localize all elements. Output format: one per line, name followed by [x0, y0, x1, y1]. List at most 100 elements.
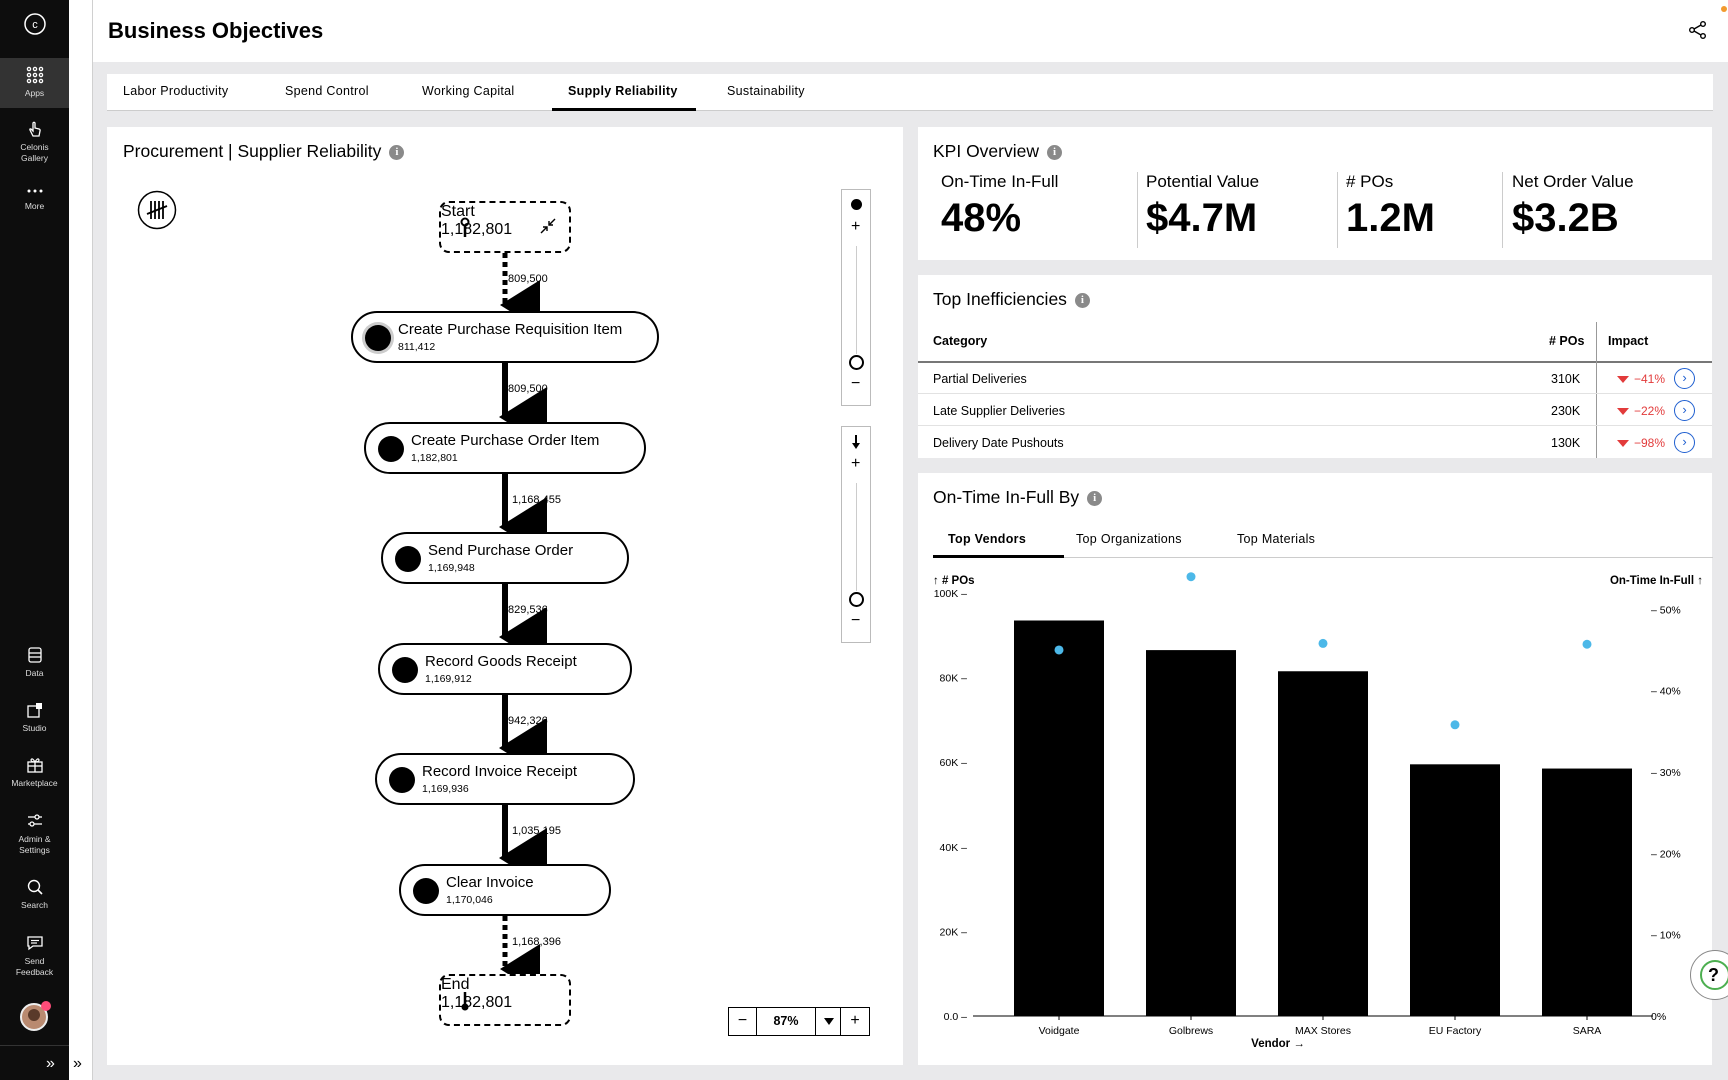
zoom-level[interactable]: 87% [773, 1014, 799, 1028]
tab-labor-productivity[interactable]: Labor Productivity [123, 84, 229, 98]
celonis-logo[interactable]: c [0, 12, 69, 40]
table-column-divider [1596, 322, 1597, 458]
info-icon[interactable]: i [1074, 292, 1090, 308]
sidebar-item-search[interactable]: Search [0, 878, 69, 911]
database-icon [27, 647, 42, 663]
chart-tab-rule [933, 557, 1713, 558]
tab-sustainability[interactable]: Sustainability [727, 84, 805, 98]
chevron-right-icon[interactable]: › [1674, 432, 1695, 453]
x-tick-label: EU Factory [1429, 1025, 1482, 1037]
tab-supply-reliability[interactable]: Supply Reliability [568, 84, 678, 98]
kpi-panel-title: KPI Overview i [933, 141, 1062, 162]
column-header-impact[interactable]: Impact [1608, 334, 1649, 348]
filled-dot-icon [851, 199, 862, 210]
kpi-title-text: KPI Overview [933, 141, 1039, 161]
down-triangle-icon [1617, 440, 1629, 447]
end-node[interactable]: End 1,182,801 [439, 974, 571, 1026]
tab-spend-control[interactable]: Spend Control [285, 84, 369, 98]
edge-label: 829,536 [508, 604, 548, 616]
sidebar-item-label: Apps [24, 88, 45, 98]
sliders-icon [27, 814, 42, 827]
tab-top-materials[interactable]: Top Materials [1237, 532, 1316, 546]
bar [1542, 768, 1632, 1016]
sidebar-item-gallery[interactable]: Celonis Gallery [0, 120, 69, 164]
sidebar-item-data[interactable]: Data [0, 646, 69, 679]
row-impact: −41% [1634, 372, 1666, 386]
avatar-face [28, 1009, 40, 1021]
sidebar-item-label: Send Feedback [15, 956, 54, 977]
zoom-dropdown[interactable] [815, 1008, 841, 1035]
tab-working-capital[interactable]: Working Capital [422, 84, 515, 98]
sidebar-item-marketplace[interactable]: Marketplace [0, 756, 69, 789]
sidebar-item-feedback[interactable]: Send Feedback [0, 934, 69, 978]
kpi-divider [1337, 172, 1338, 248]
avatar[interactable] [20, 1001, 51, 1031]
active-tab-indicator [552, 108, 696, 111]
zoom-in-button[interactable]: + [850, 1012, 860, 1029]
column-header-pos[interactable]: # POs [1549, 334, 1585, 348]
tab-top-organizations[interactable]: Top Organizations [1076, 532, 1182, 546]
sidebar-item-admin[interactable]: Admin & Settings [0, 812, 69, 856]
kpi-value: $3.2B [1512, 196, 1619, 240]
chevron-right-icon[interactable]: › [1674, 400, 1695, 421]
info-icon[interactable]: i [389, 144, 405, 160]
slider-minus-button[interactable]: − [851, 375, 861, 392]
row-pos: 130K [1551, 436, 1581, 450]
activity-node[interactable]: Create Purchase Order Item 1,182,801 [364, 422, 646, 474]
slider-plus-button[interactable]: + [851, 218, 861, 235]
otif-chart: 0.0 – 20K – 40K – 60K – 80K – 100K – 0% – 10% – … [934, 572, 1681, 1037]
activity-node[interactable]: Clear Invoice 1,170,046 [399, 864, 611, 916]
down-triangle-icon [1617, 408, 1629, 415]
collapse-arrows-icon[interactable] [539, 217, 557, 235]
sidebar-item-apps[interactable]: Apps [0, 58, 69, 108]
kpi-value: 48% [941, 196, 1022, 240]
table-header-rule [918, 361, 1712, 363]
info-icon[interactable]: i [1087, 490, 1103, 506]
apps-grid-icon [26, 66, 43, 84]
table-row[interactable]: Delivery Date Pushouts 130K −98% › [918, 427, 1712, 458]
activity-slider[interactable]: + − [841, 189, 871, 406]
activity-label: Create Purchase Order Item [411, 432, 600, 449]
table-row[interactable]: Late Supplier Deliveries 230K −22% › [918, 395, 1712, 426]
chevron-right-icon[interactable]: › [1674, 368, 1695, 389]
expand-panel-icon[interactable]: » [73, 1055, 82, 1072]
slider-handle[interactable] [849, 592, 864, 607]
sidebar-item-label: Studio [22, 723, 47, 733]
left-axis-title: ↑ # POs [933, 575, 975, 587]
y-tick-label: 100K – [934, 588, 967, 600]
zoom-out-button[interactable]: − [729, 1008, 757, 1035]
slider-minus-button[interactable]: − [851, 612, 861, 629]
activity-dot [365, 325, 391, 351]
activity-node[interactable]: Record Invoice Receipt 1,169,936 [375, 753, 635, 805]
collapse-sidebar-icon[interactable]: » [46, 1055, 55, 1072]
sidebar-item-more[interactable]: More [0, 185, 69, 212]
kpi-divider [1137, 172, 1138, 248]
activity-node[interactable]: Send Purchase Order 1,169,948 [381, 532, 629, 584]
activity-node[interactable]: Record Goods Receipt 1,169,912 [378, 643, 632, 695]
otif-point [1186, 572, 1196, 582]
sidebar-divider [0, 1045, 69, 1046]
column-header-category[interactable]: Category [933, 334, 988, 348]
activity-label: Send Purchase Order [428, 542, 574, 559]
row-impact: −98% [1634, 436, 1666, 450]
tab-top-vendors[interactable]: Top Vendors [948, 532, 1027, 546]
slider-handle[interactable] [849, 355, 864, 370]
end-count: 1,182,801 [441, 994, 513, 1011]
activity-node[interactable]: Create Purchase Requisition Item 811,412 [351, 311, 659, 363]
help-button[interactable]: ? [1690, 950, 1728, 1000]
gift-icon [26, 758, 43, 773]
edge-label: 1,168,455 [512, 494, 561, 506]
tally-icon[interactable] [137, 190, 177, 230]
table-row[interactable]: Partial Deliveries 310K −41% › [918, 363, 1712, 394]
sidebar-item-studio[interactable]: Studio [0, 701, 69, 734]
secondary-strip: » [69, 0, 93, 1080]
y-tick-label: 0.0 – [944, 1011, 968, 1023]
connection-slider[interactable]: + − [841, 426, 871, 643]
sidebar-item-label: Search [21, 900, 48, 910]
share-icon[interactable] [1688, 20, 1708, 40]
info-icon[interactable]: i [1047, 144, 1062, 160]
otif-point [1054, 645, 1064, 655]
slider-plus-button[interactable]: + [851, 455, 861, 472]
y-tick-label: 60K – [940, 757, 968, 769]
start-node[interactable]: Start 1,182,801 [439, 201, 571, 253]
